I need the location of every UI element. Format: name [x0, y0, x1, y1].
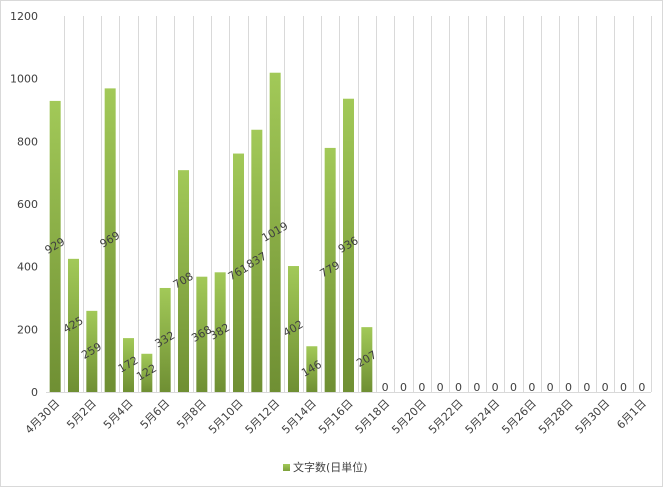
bar [361, 327, 373, 392]
legend: 文字数(日単位) [283, 459, 368, 475]
bar [178, 170, 189, 392]
data-label: 0 [602, 381, 609, 394]
bar [324, 147, 336, 392]
x-tick-label: 5月22日 [426, 397, 466, 437]
x-tick-label: 5月12日 [243, 397, 283, 437]
x-tick-label: 4月30日 [23, 397, 63, 437]
x-tick-label: 5月6日 [138, 397, 173, 432]
x-tick-label: 5月18日 [353, 397, 393, 437]
data-label: 0 [528, 381, 535, 394]
bar [196, 276, 208, 392]
x-tick-label: 5月10日 [206, 397, 246, 437]
bar [49, 100, 61, 392]
x-tick-label: 6月1日 [614, 397, 649, 432]
x-tick-label: 5月24日 [463, 397, 503, 437]
data-label: 0 [437, 381, 444, 394]
bar [141, 353, 153, 392]
data-label: 0 [565, 381, 572, 394]
x-tick-label: 5月8日 [174, 397, 209, 432]
bars [49, 72, 373, 393]
bar [214, 272, 226, 392]
data-label: 0 [418, 381, 425, 394]
y-tick-label: 600 [17, 198, 38, 211]
bar [104, 88, 116, 392]
bar [288, 266, 299, 392]
x-tick-label: 5月2日 [64, 397, 99, 432]
x-axis-ticks: 4月30日 5月2日 5月4日 5月6日 5月8日5月10日5月12日5月14日5月16… [23, 397, 649, 437]
y-tick-label: 1000 [10, 73, 38, 86]
bar [233, 153, 244, 392]
y-tick-label: 0 [31, 386, 38, 399]
x-tick-label: 5月14日 [279, 397, 319, 437]
data-label: 0 [473, 381, 480, 394]
y-tick-label: 400 [17, 261, 38, 274]
bar [343, 98, 354, 392]
data-label: 0 [382, 381, 389, 394]
y-axis-ticks: 0 200 400 600 800 1000 1200 [10, 10, 38, 399]
x-tick-label: 5月26日 [499, 397, 539, 437]
x-tick-label: 5月28日 [536, 397, 576, 437]
legend-swatch [283, 463, 290, 471]
bar [251, 129, 263, 393]
bar [123, 338, 134, 392]
y-tick-label: 1200 [10, 10, 38, 23]
bar [269, 72, 281, 393]
data-label: 0 [492, 381, 499, 394]
x-tick-label: 5月16日 [316, 397, 356, 437]
grid-lines [46, 16, 652, 393]
data-label: 0 [510, 381, 517, 394]
y-tick-label: 800 [17, 135, 38, 148]
bar [306, 346, 318, 392]
x-tick-label: 5月30日 [573, 397, 613, 437]
bar [159, 287, 171, 392]
data-label: 0 [620, 381, 627, 394]
legend-label: 文字数(日単位) [293, 461, 368, 474]
x-tick-label: 5月4日 [101, 397, 136, 432]
bar [68, 258, 79, 392]
data-label: 0 [638, 381, 645, 394]
data-label: 0 [455, 381, 462, 394]
x-tick-label: 5月20日 [389, 397, 429, 437]
data-label: 0 [583, 381, 590, 394]
y-tick-label: 200 [17, 323, 38, 336]
data-label: 0 [400, 381, 407, 394]
bar [86, 310, 98, 392]
data-label: 0 [547, 381, 554, 394]
